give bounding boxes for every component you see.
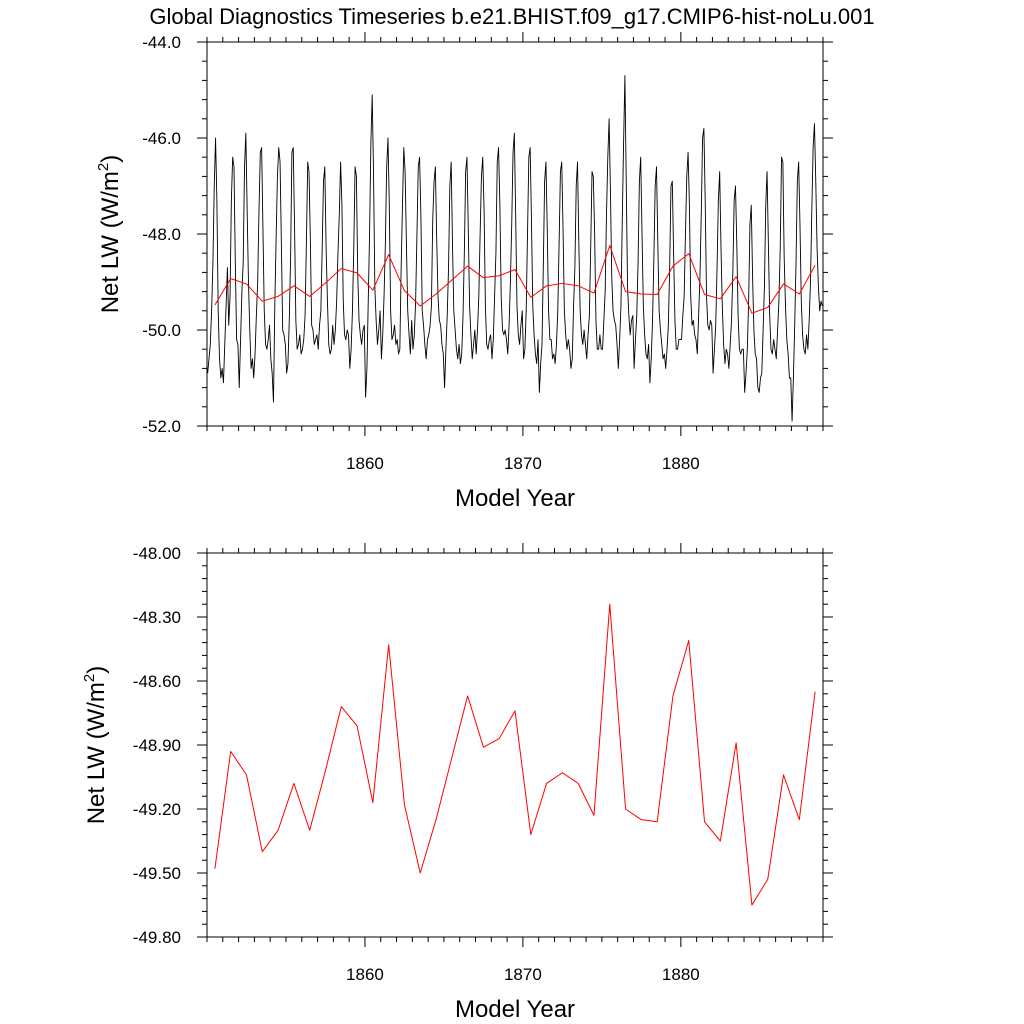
y-tick-label: -48.0: [142, 225, 181, 244]
y-tick-label: -48.60: [133, 672, 181, 691]
data-lines: [214, 603, 816, 906]
y-tick-label: -44.0: [142, 33, 181, 52]
x-tick-label: 1860: [346, 454, 384, 473]
top-panel: -52.0 -50.0 -48.0 -46.0 -44.0 1860 1870 1880 M…: [95, 32, 833, 512]
annual-mean-series-line: [214, 245, 816, 314]
y-tick-label: -52.0: [142, 417, 181, 436]
y-tick-labels: -52.0 -50.0 -48.0 -46.0 -44.0: [142, 33, 181, 436]
y-tick-label: -48.90: [133, 736, 181, 755]
bottom-panel: -49.80 -49.50 -49.20 -48.90 -48.60 -48.30 -48.…: [81, 543, 833, 1023]
x-tick-labels: 1860 1870 1880: [346, 454, 700, 473]
y-axis-label: Net LW (W/m2): [81, 666, 110, 825]
y-tick-label: -46.0: [142, 129, 181, 148]
y-tick-labels: -49.80 -49.50 -49.20 -48.90 -48.60 -48.30 -48.…: [133, 544, 181, 947]
y-tick-label: -50.0: [142, 321, 181, 340]
plot-frame: [206, 552, 824, 938]
plot-frame: [206, 41, 824, 427]
y-tick-label: -48.30: [133, 608, 181, 627]
annual-mean-series-line: [214, 603, 816, 906]
y-tick-label: -49.80: [133, 928, 181, 947]
y-tick-label: -49.50: [133, 864, 181, 883]
y-tick-label: -49.20: [133, 800, 181, 819]
monthly-series-line: [207, 75, 823, 422]
x-tick-label: 1870: [504, 454, 542, 473]
y-axis-label: Net LW (W/m2): [95, 155, 124, 314]
y-tick-label: -48.00: [133, 544, 181, 563]
x-tick-label: 1880: [662, 454, 700, 473]
x-tick-label: 1860: [346, 965, 384, 984]
axis-ticks: [197, 32, 833, 436]
x-axis-label: Model Year: [455, 996, 575, 1023]
x-tick-label: 1870: [504, 965, 542, 984]
x-axis-label: Model Year: [455, 485, 575, 512]
x-tick-labels: 1860 1870 1880: [346, 965, 700, 984]
x-tick-label: 1880: [662, 965, 700, 984]
axis-ticks: [197, 543, 833, 947]
data-lines: [207, 75, 823, 422]
figure-title: Global Diagnostics Timeseries b.e21.BHIS…: [149, 4, 874, 29]
